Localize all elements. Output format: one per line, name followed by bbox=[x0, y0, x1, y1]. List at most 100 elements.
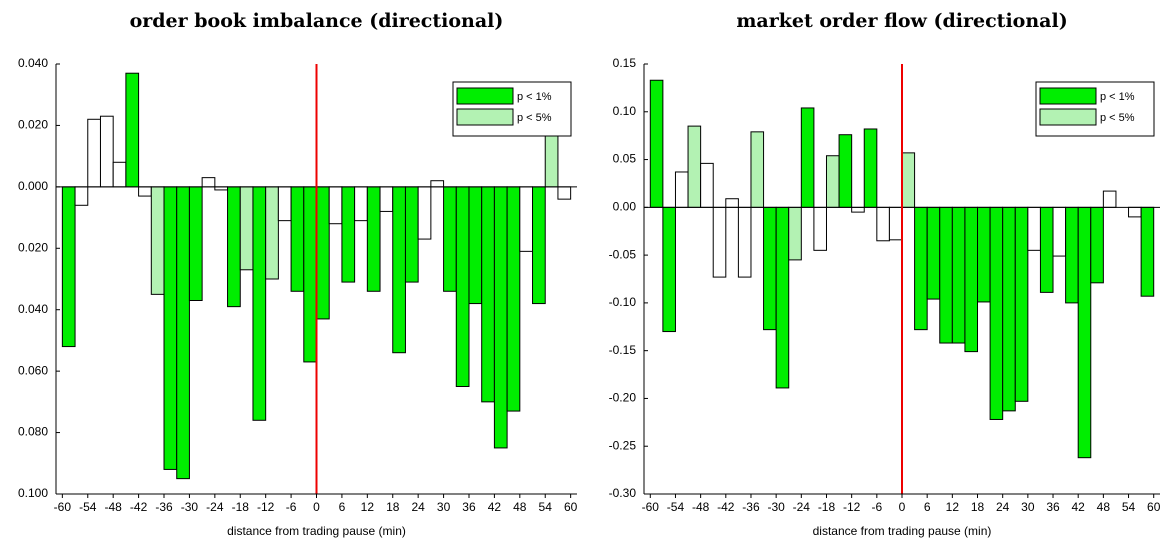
bar bbox=[366, 186, 381, 292]
x-tick-label: 42 bbox=[488, 500, 502, 514]
bar bbox=[201, 177, 216, 188]
x-tick-label: -24 bbox=[206, 500, 224, 514]
bar bbox=[662, 206, 676, 333]
x-tick-label: 30 bbox=[437, 500, 451, 514]
x-tick-label: -18 bbox=[232, 500, 250, 514]
bar bbox=[354, 186, 368, 222]
bar bbox=[851, 206, 865, 213]
x-tick-label: 30 bbox=[1021, 500, 1035, 514]
x-tick-label: -12 bbox=[257, 500, 275, 514]
x-tick-label: 12 bbox=[361, 500, 375, 514]
bar bbox=[888, 206, 903, 241]
bar bbox=[392, 186, 406, 354]
legend-label: p < 1% bbox=[1100, 91, 1135, 103]
bar bbox=[277, 186, 292, 222]
bar bbox=[1128, 206, 1142, 218]
x-tick-label: -42 bbox=[130, 500, 148, 514]
bar bbox=[1039, 206, 1054, 293]
x-tick-label: -12 bbox=[843, 500, 861, 514]
bar bbox=[1002, 206, 1016, 412]
bar bbox=[977, 206, 991, 303]
bar bbox=[227, 186, 241, 308]
bar bbox=[1140, 206, 1155, 297]
bar bbox=[519, 186, 534, 252]
bar bbox=[176, 186, 190, 480]
x-tick-label: 18 bbox=[971, 500, 985, 514]
y-tick-label: 0.100 bbox=[18, 486, 48, 500]
legend-swatch bbox=[1039, 87, 1097, 105]
legend-label: p < 5% bbox=[517, 112, 552, 124]
bar bbox=[532, 186, 546, 305]
x-tick-label: 0 bbox=[899, 500, 906, 514]
y-tick-label: -0.15 bbox=[609, 343, 637, 357]
bar bbox=[649, 79, 664, 208]
bar bbox=[725, 198, 739, 208]
y-tick-label: -0.25 bbox=[609, 438, 637, 452]
bar bbox=[1027, 206, 1041, 251]
y-tick-label: -0.30 bbox=[609, 486, 637, 500]
x-tick-label: -48 bbox=[692, 500, 710, 514]
bar bbox=[493, 186, 508, 449]
x-tick-label: -24 bbox=[793, 500, 811, 514]
legend-swatch bbox=[456, 108, 514, 126]
x-tick-label: 18 bbox=[386, 500, 400, 514]
bar bbox=[825, 155, 840, 208]
x-tick-label: 6 bbox=[339, 500, 346, 514]
x-tick-label: 54 bbox=[539, 500, 553, 514]
x-tick-label: -36 bbox=[155, 500, 173, 514]
x-tick-label: -30 bbox=[767, 500, 785, 514]
bar bbox=[125, 72, 140, 188]
bar bbox=[150, 186, 165, 295]
bar bbox=[1077, 206, 1092, 459]
x-tick-label: -60 bbox=[54, 500, 72, 514]
bar bbox=[265, 186, 279, 280]
y-tick-label: -0.10 bbox=[609, 295, 637, 309]
y-tick-label: -0.20 bbox=[609, 391, 637, 405]
bar bbox=[468, 186, 483, 305]
bar bbox=[1102, 190, 1117, 208]
x-tick-label: 12 bbox=[946, 500, 960, 514]
bar bbox=[750, 131, 765, 208]
chart-title: order book imbalance (directional) bbox=[130, 10, 504, 32]
bar bbox=[926, 206, 941, 300]
x-tick-label: 54 bbox=[1122, 500, 1136, 514]
bar bbox=[138, 186, 152, 197]
bar bbox=[951, 206, 966, 344]
bar bbox=[800, 107, 815, 208]
chart-title: market order flow (directional) bbox=[736, 10, 1067, 32]
x-tick-label: 24 bbox=[411, 500, 425, 514]
x-tick-label: -6 bbox=[871, 500, 882, 514]
x-tick-label: -42 bbox=[717, 500, 735, 514]
bar bbox=[989, 206, 1004, 420]
y-tick-label: 0.040 bbox=[18, 302, 48, 316]
bar bbox=[964, 206, 979, 353]
bar bbox=[737, 206, 752, 278]
x-tick-label: 48 bbox=[1097, 500, 1111, 514]
bar bbox=[290, 186, 305, 292]
bar bbox=[303, 186, 318, 363]
bar bbox=[687, 125, 702, 208]
bar bbox=[481, 186, 495, 403]
y-tick-label: 0.05 bbox=[613, 152, 637, 166]
bar bbox=[506, 186, 521, 412]
bar bbox=[1014, 206, 1029, 402]
legend-swatch bbox=[1039, 108, 1097, 126]
bar bbox=[1090, 206, 1104, 284]
x-tick-label: 60 bbox=[1147, 500, 1161, 514]
bar bbox=[87, 118, 101, 188]
bar bbox=[417, 186, 432, 240]
legend-label: p < 5% bbox=[1100, 112, 1135, 124]
bar bbox=[252, 186, 267, 421]
bar bbox=[788, 206, 802, 261]
x-tick-label: 6 bbox=[924, 500, 931, 514]
bar bbox=[557, 186, 572, 200]
legend-swatch bbox=[456, 87, 514, 105]
bar bbox=[328, 186, 343, 225]
x-tick-label: 48 bbox=[513, 500, 527, 514]
x-tick-label: -30 bbox=[181, 500, 199, 514]
bar bbox=[99, 115, 114, 188]
x-tick-label: -48 bbox=[105, 500, 123, 514]
legend-label: p < 1% bbox=[517, 91, 552, 103]
bar bbox=[674, 171, 689, 208]
